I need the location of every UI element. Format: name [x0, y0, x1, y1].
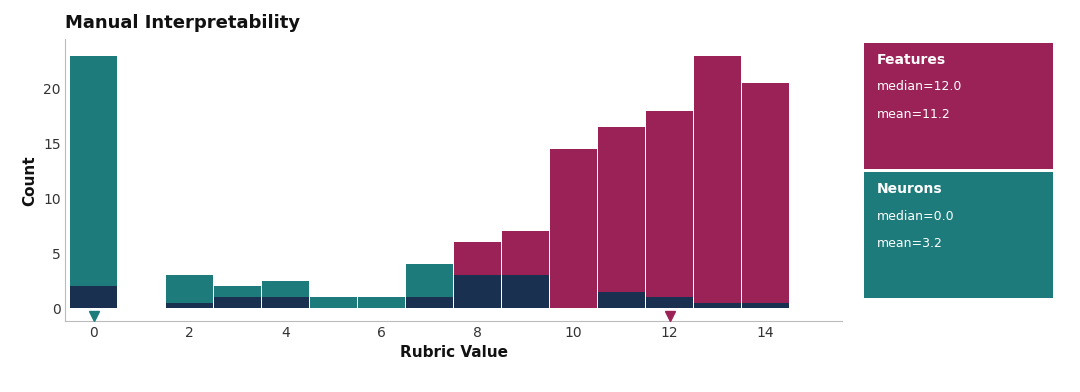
Text: Manual Interpretability: Manual Interpretability [65, 14, 300, 32]
Bar [646, 297, 693, 308]
Bar [262, 281, 309, 308]
Bar [70, 286, 117, 308]
Bar [502, 231, 549, 308]
Bar [646, 111, 693, 308]
Bar [166, 303, 213, 308]
Bar [598, 127, 645, 308]
Text: median=12.0: median=12.0 [877, 80, 962, 93]
Bar [598, 292, 645, 308]
Bar [742, 303, 789, 308]
Bar [70, 286, 117, 308]
Bar [454, 242, 501, 308]
Bar [214, 297, 261, 308]
Text: Features: Features [877, 53, 946, 67]
Bar [406, 297, 454, 308]
Bar [166, 275, 213, 308]
Bar [406, 264, 454, 308]
Bar [454, 275, 501, 308]
Bar [742, 83, 789, 308]
X-axis label: Rubric Value: Rubric Value [400, 345, 508, 360]
Bar [310, 297, 357, 308]
Bar [502, 275, 549, 308]
Text: median=0.0: median=0.0 [877, 210, 955, 223]
Bar [262, 297, 309, 308]
Y-axis label: Count: Count [23, 155, 38, 206]
Text: mean=11.2: mean=11.2 [877, 108, 950, 121]
Text: mean=3.2: mean=3.2 [877, 237, 943, 250]
Bar [694, 303, 741, 308]
Bar [550, 149, 597, 308]
Bar [694, 56, 741, 308]
Bar [214, 286, 261, 308]
Bar [359, 297, 405, 308]
Bar [70, 56, 117, 308]
Bar [454, 275, 501, 308]
Bar [502, 275, 549, 308]
Text: Neurons: Neurons [877, 182, 943, 196]
